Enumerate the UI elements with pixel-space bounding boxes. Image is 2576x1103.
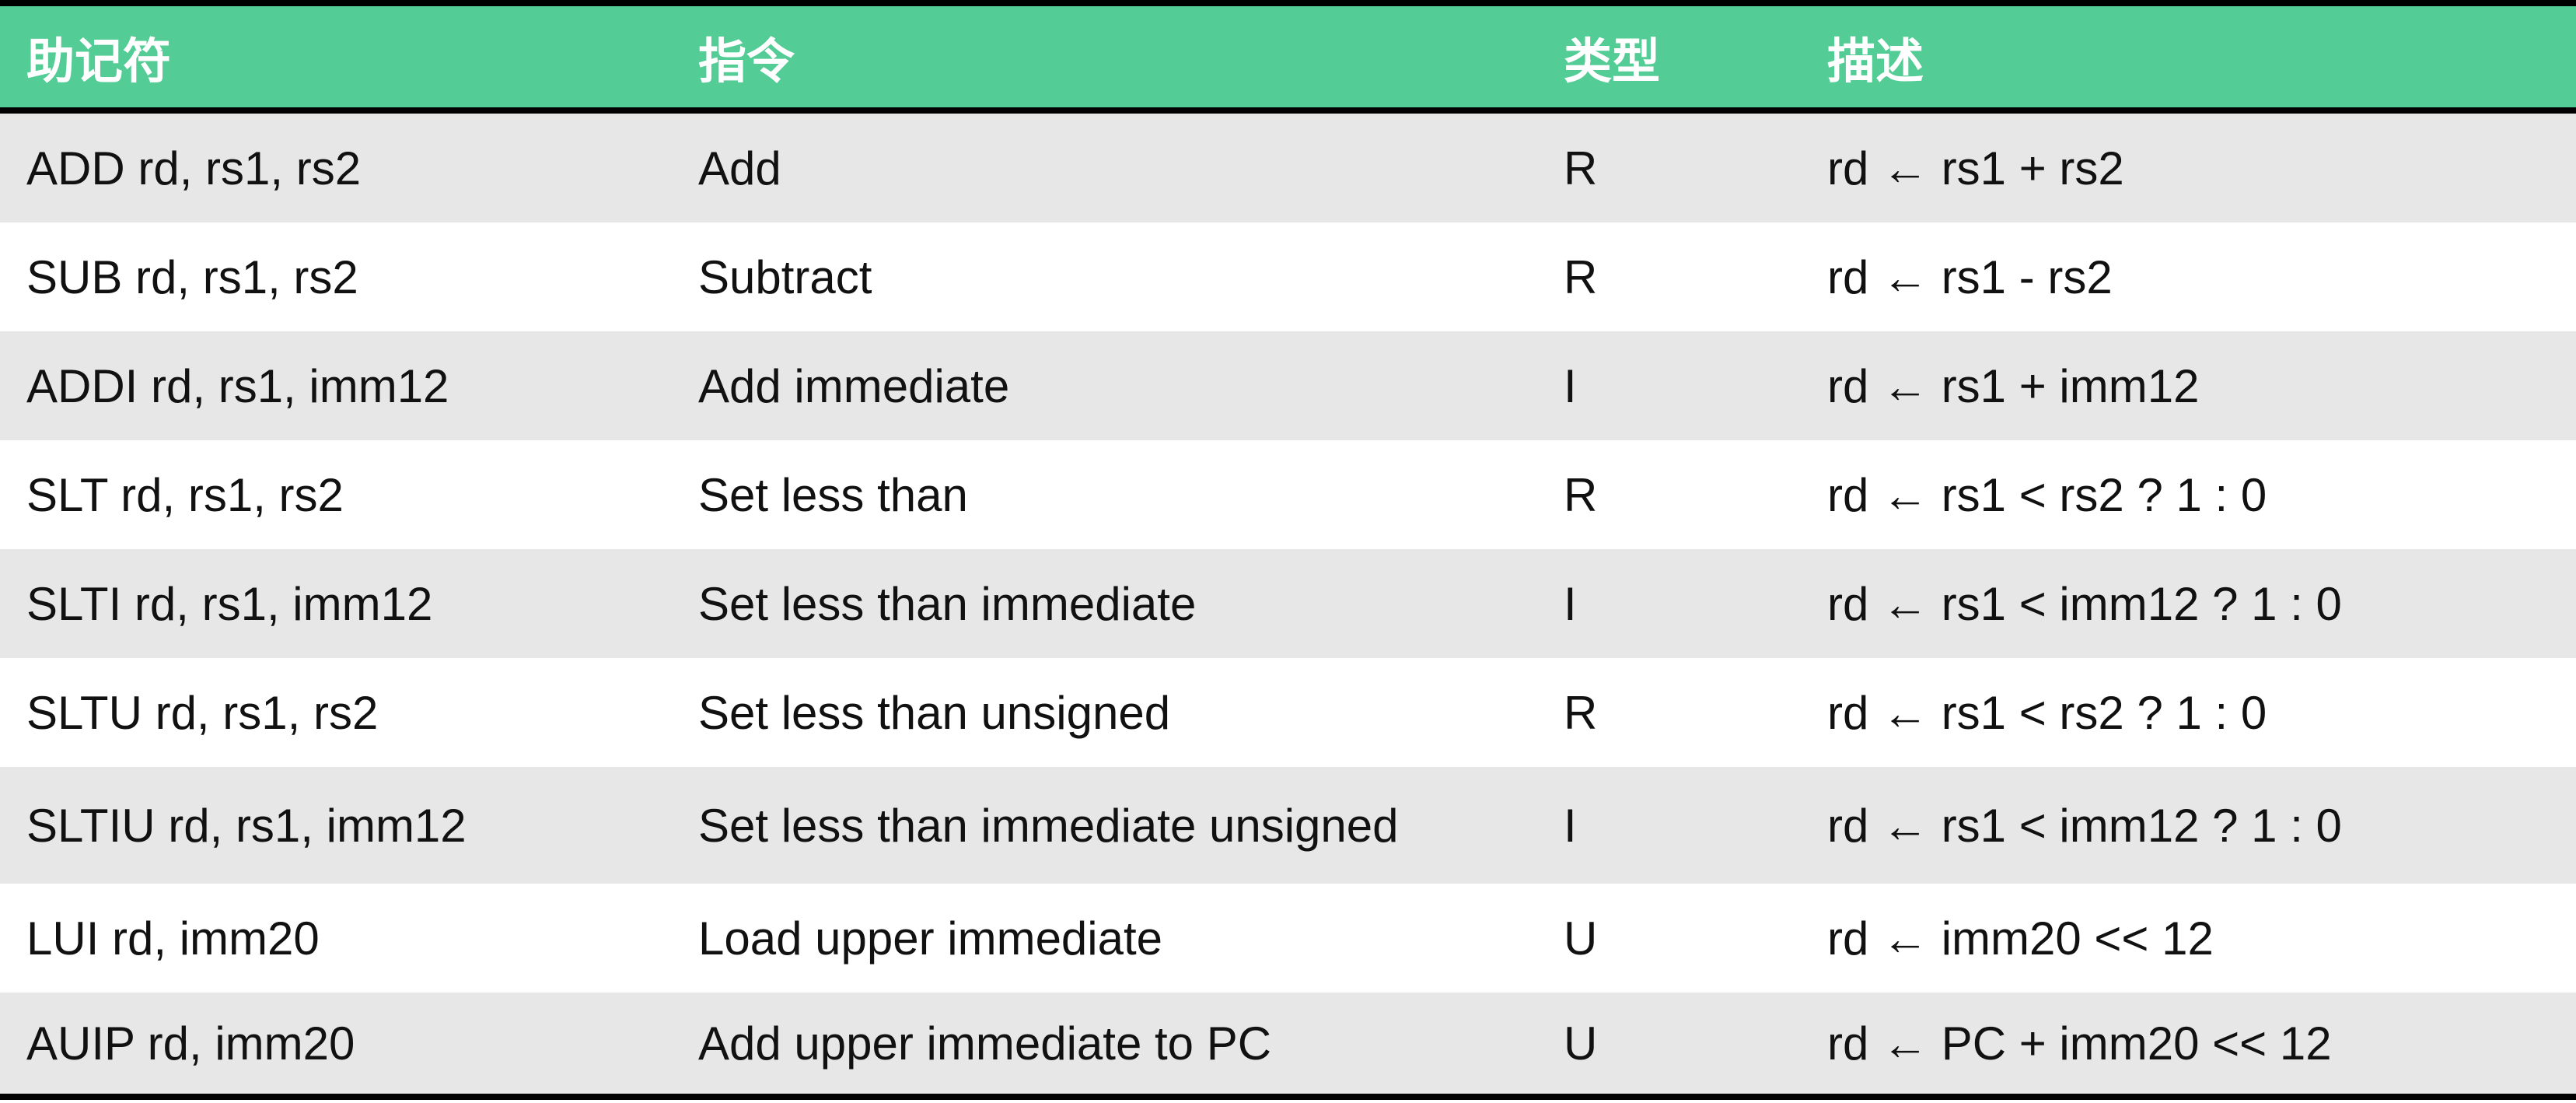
- cell-mnemonic: SLT rd, rs1, rs2: [26, 468, 344, 521]
- cell-type: U: [1564, 1017, 1598, 1070]
- cell-mnemonic: SLTIU rd, rs1, imm12: [26, 799, 467, 852]
- cell-mnemonic: ADDI rd, rs1, imm12: [26, 359, 449, 412]
- table-body: ADD rd, rs1, rs2 Add R rd ← rs1 + rs2 SU…: [0, 114, 2576, 1094]
- table-top-rule: [0, 0, 2576, 6]
- cell-type: R: [1564, 142, 1598, 194]
- table-row: ADDI rd, rs1, imm12 Add immediate I rd ←…: [0, 331, 2576, 440]
- cell-description: rd ← PC + imm20 << 12: [1827, 1017, 2332, 1070]
- cell-instruction: Set less than unsigned: [698, 686, 1171, 739]
- cell-instruction: Set less than: [698, 468, 968, 521]
- cell-type: R: [1564, 468, 1598, 521]
- table-row: LUI rd, imm20 Load upper immediate U rd …: [0, 884, 2576, 993]
- cell-description: rd ← rs1 + imm12: [1827, 359, 2200, 412]
- cell-mnemonic: AUIP rd, imm20: [26, 1017, 355, 1070]
- table-row: SLTI rd, rs1, imm12 Set less than immedi…: [0, 549, 2576, 658]
- cell-description: rd ← rs1 - rs2: [1827, 250, 2113, 303]
- cell-type: U: [1564, 912, 1598, 965]
- header-instruction: 指令: [698, 33, 795, 89]
- cell-instruction: Set less than immediate: [698, 577, 1197, 630]
- table-row: SLTU rd, rs1, rs2 Set less than unsigned…: [0, 658, 2576, 767]
- cell-type: R: [1564, 250, 1598, 303]
- cell-description: rd ← rs1 < imm12 ? 1 : 0: [1827, 799, 2342, 852]
- header-type: 类型: [1564, 33, 1661, 89]
- cell-mnemonic: ADD rd, rs1, rs2: [26, 142, 362, 194]
- cell-mnemonic: SUB rd, rs1, rs2: [26, 250, 358, 303]
- cell-type: I: [1564, 359, 1577, 412]
- table-row: SUB rd, rs1, rs2 Subtract R rd ← rs1 - r…: [0, 222, 2576, 331]
- cell-mnemonic: SLTU rd, rs1, rs2: [26, 686, 379, 739]
- table-row: SLTIU rd, rs1, imm12 Set less than immed…: [0, 767, 2576, 884]
- cell-type: I: [1564, 799, 1577, 852]
- cell-description: rd ← rs1 < imm12 ? 1 : 0: [1827, 577, 2342, 630]
- cell-instruction: Set less than immediate unsigned: [698, 799, 1399, 852]
- cell-instruction: Add immediate: [698, 359, 1010, 412]
- table-bottom-rule: [0, 1094, 2576, 1100]
- cell-description: rd ← rs1 + rs2: [1827, 142, 2124, 194]
- header-description: 描述: [1827, 33, 1924, 89]
- table-header-rule: [0, 107, 2576, 114]
- cell-instruction: Add upper immediate to PC: [698, 1017, 1272, 1070]
- cell-instruction: Subtract: [698, 250, 872, 303]
- cell-type: R: [1564, 686, 1598, 739]
- cell-instruction: Add: [698, 142, 781, 194]
- table-row: SLT rd, rs1, rs2 Set less than R rd ← rs…: [0, 440, 2576, 549]
- cell-description: rd ← rs1 < rs2 ? 1 : 0: [1827, 468, 2267, 521]
- table-row: ADD rd, rs1, rs2 Add R rd ← rs1 + rs2: [0, 114, 2576, 222]
- table-header-row: 助记符 指令 类型 描述: [0, 6, 2576, 107]
- cell-description: rd ← rs1 < rs2 ? 1 : 0: [1827, 686, 2267, 739]
- cell-type: I: [1564, 577, 1577, 630]
- table-row: AUIP rd, imm20 Add upper immediate to PC…: [0, 993, 2576, 1094]
- cell-mnemonic: LUI rd, imm20: [26, 912, 320, 965]
- cell-instruction: Load upper immediate: [698, 912, 1163, 965]
- header-mnemonic: 助记符: [26, 33, 172, 89]
- cell-mnemonic: SLTI rd, rs1, imm12: [26, 577, 433, 630]
- cell-description: rd ← imm20 << 12: [1827, 912, 2214, 965]
